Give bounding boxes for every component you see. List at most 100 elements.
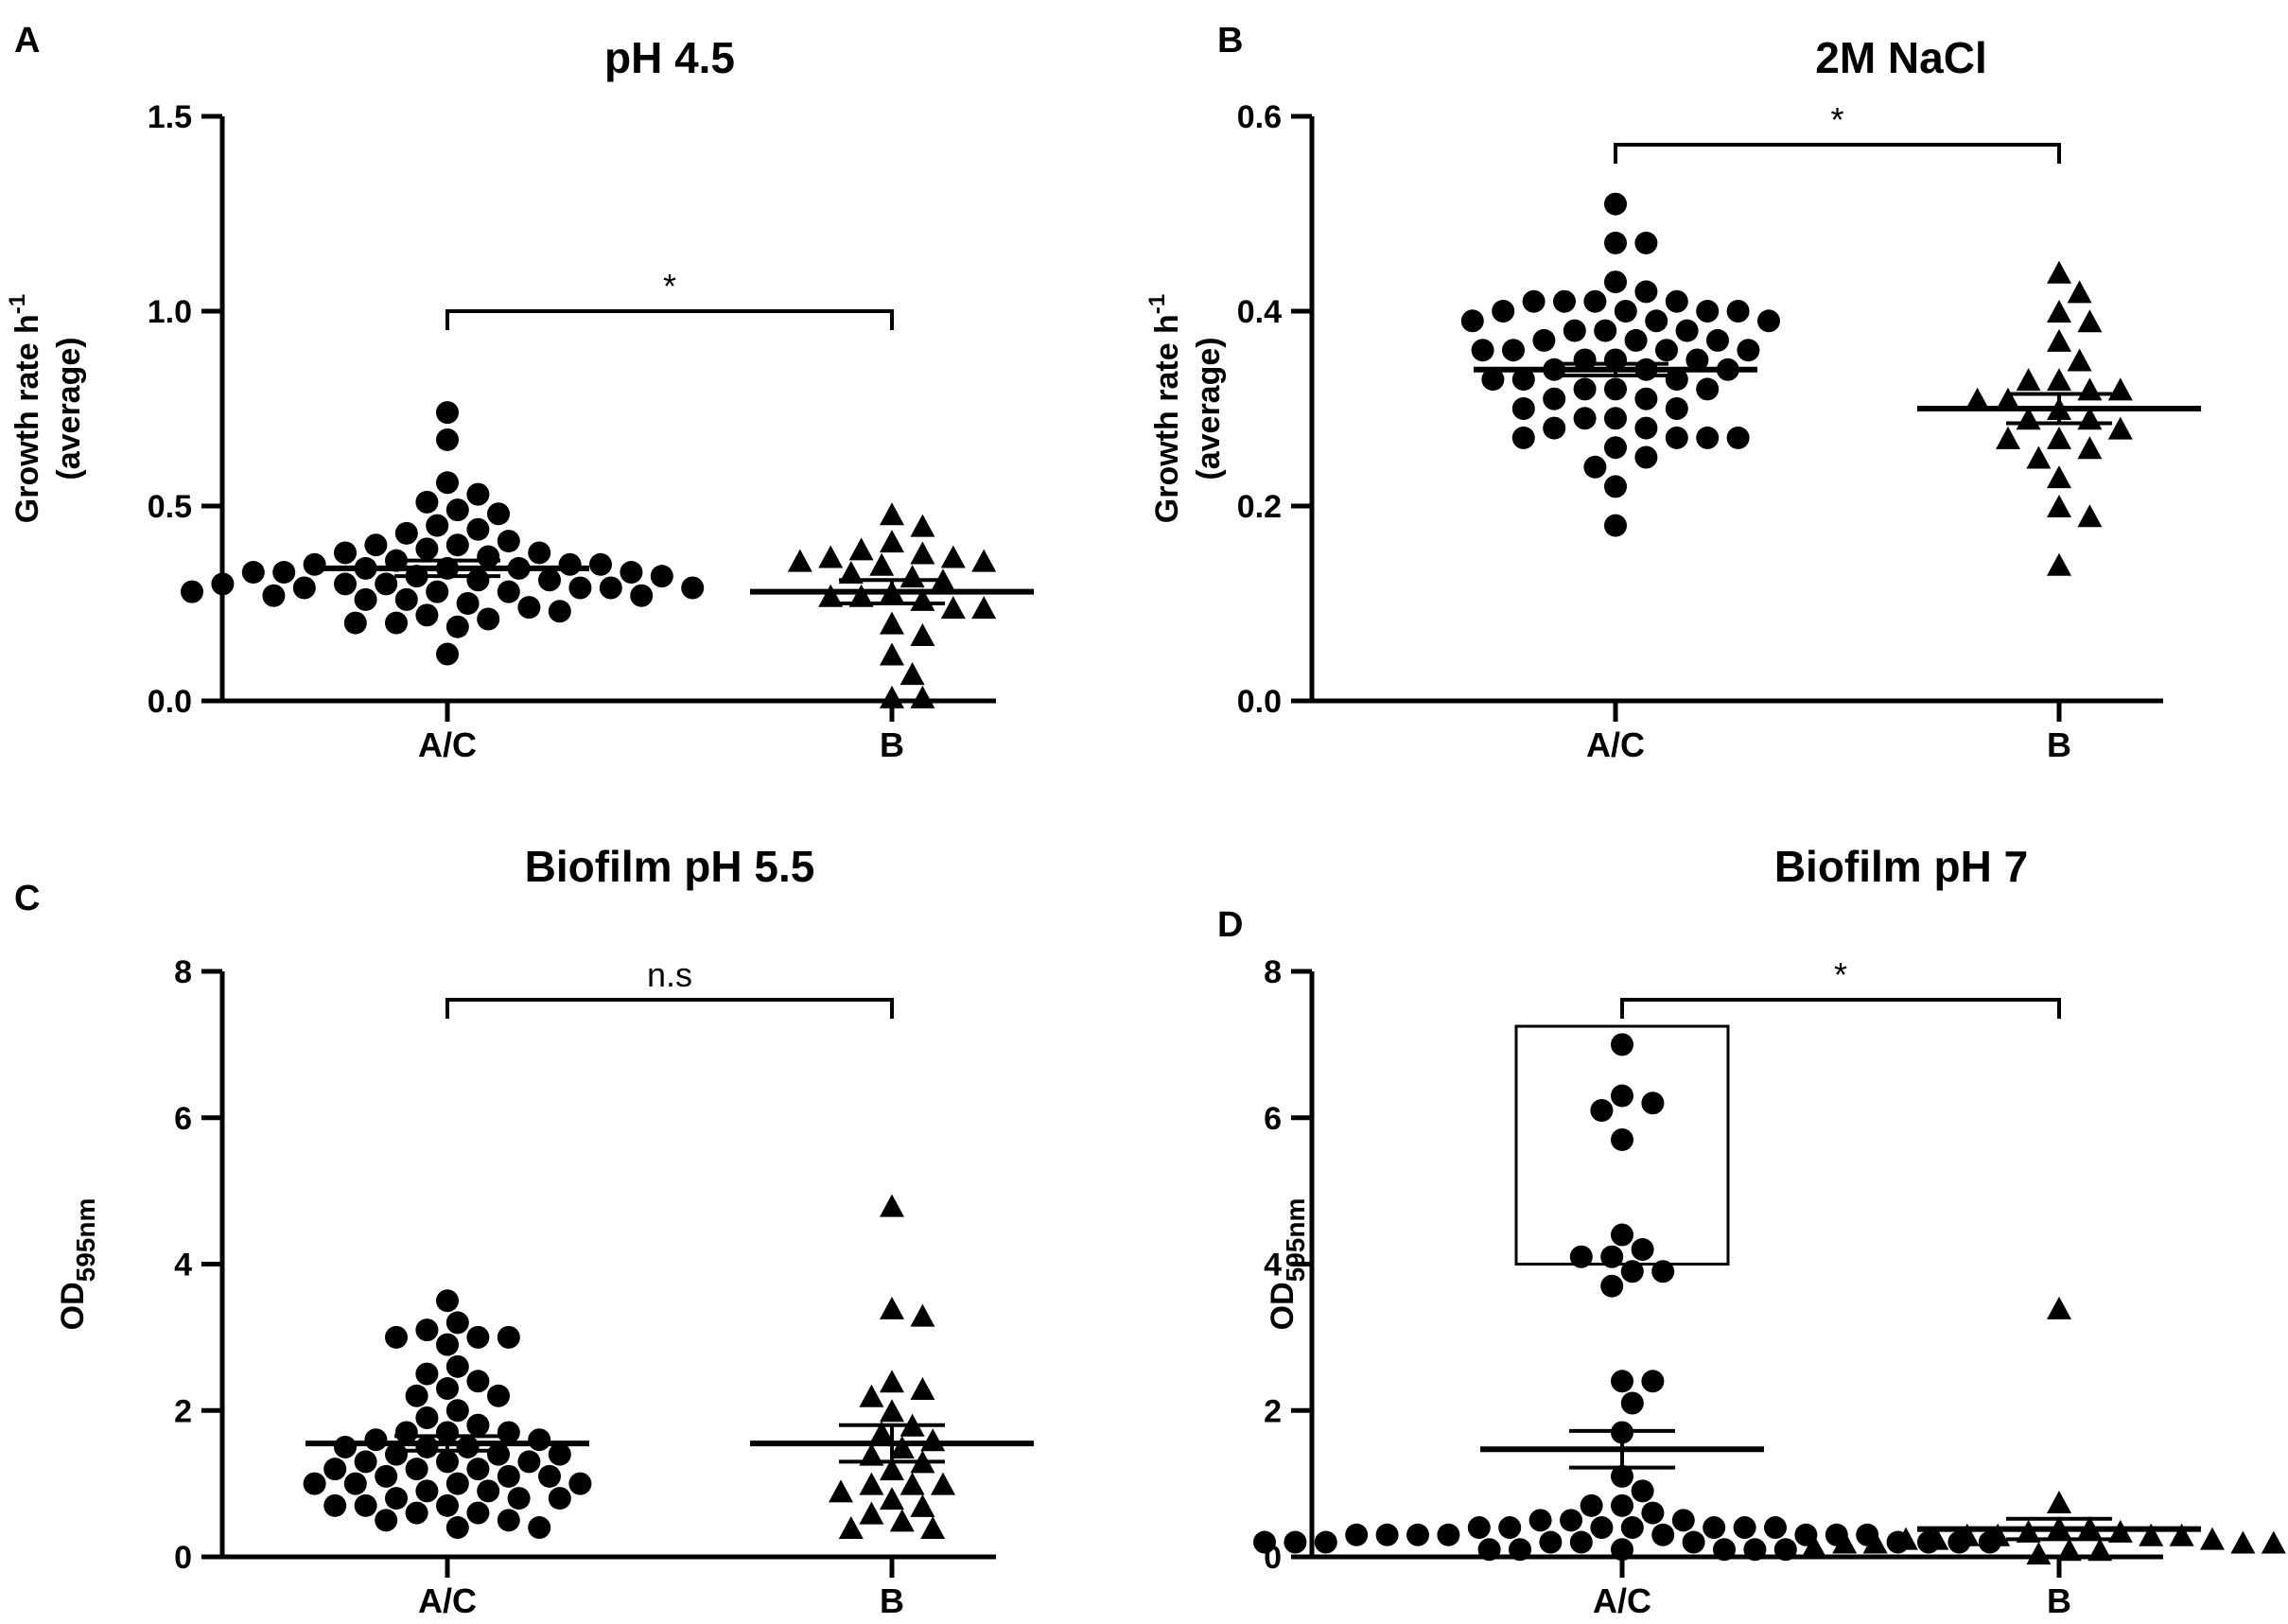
significance-label: * xyxy=(1830,100,1843,139)
data-point-AC xyxy=(466,1370,490,1393)
data-point-B xyxy=(931,1472,955,1495)
data-point-AC xyxy=(1773,1538,1797,1562)
data-point-AC xyxy=(466,482,490,506)
data-point-B xyxy=(1801,1534,1826,1558)
data-point-B xyxy=(2077,377,2103,401)
data-point-B xyxy=(2077,309,2103,333)
data-point-AC xyxy=(1685,348,1709,372)
data-point-B xyxy=(880,1296,904,1319)
data-point-B xyxy=(2047,260,2071,284)
data-point-B xyxy=(848,537,874,561)
data-point-AC xyxy=(466,1325,490,1349)
data-point-AC xyxy=(1481,368,1505,392)
x-category-label: A/C xyxy=(418,725,477,764)
x-category-label: B xyxy=(880,725,904,764)
y-tick-label: 1.5 xyxy=(148,99,192,135)
data-point-AC xyxy=(385,611,408,635)
data-point-AC xyxy=(334,572,357,596)
y-tick-label: 8 xyxy=(174,954,192,990)
data-point-AC xyxy=(1511,426,1535,449)
data-point-AC xyxy=(1553,289,1576,313)
data-point-AC xyxy=(1764,1516,1787,1540)
data-point-B xyxy=(2087,1538,2113,1562)
data-point-B xyxy=(880,1194,904,1217)
data-point-AC xyxy=(415,1406,439,1429)
data-point-AC xyxy=(1634,445,1658,469)
data-point-AC xyxy=(1665,426,1688,449)
data-point-B xyxy=(2107,416,2133,440)
data-point-AC xyxy=(334,541,357,565)
data-point-AC xyxy=(445,615,469,638)
data-point-AC xyxy=(1631,1238,1654,1262)
data-point-B xyxy=(880,1399,904,1423)
data-point-AC xyxy=(1569,1245,1593,1268)
data-point-B xyxy=(880,1487,904,1510)
data-point-B xyxy=(2047,1490,2071,1513)
y-axis-label: Growth rate h-1 xyxy=(1144,294,1185,523)
data-point-AC xyxy=(1573,407,1597,430)
data-point-AC xyxy=(456,592,480,615)
data-point-AC xyxy=(415,1479,439,1503)
data-point-AC xyxy=(375,1509,398,1532)
data-point-AC xyxy=(323,1493,347,1517)
data-point-B xyxy=(880,611,904,635)
data-point-AC xyxy=(272,561,296,585)
data-point-AC xyxy=(1655,339,1678,362)
data-point-B xyxy=(880,685,904,708)
data-point-B xyxy=(899,565,925,588)
data-point-B xyxy=(889,1509,915,1532)
data-point-AC xyxy=(466,1413,490,1437)
data-point-AC xyxy=(1590,1099,1614,1123)
data-point-B xyxy=(910,541,935,565)
data-point-AC xyxy=(1611,1084,1633,1108)
data-point-B xyxy=(859,1384,884,1407)
data-point-AC xyxy=(630,584,654,607)
data-point-AC xyxy=(466,568,490,592)
data-point-B xyxy=(910,514,935,537)
chart-title: 2M NaCl xyxy=(1815,33,1986,82)
data-point-AC xyxy=(405,1458,428,1481)
data-point-B xyxy=(971,596,997,620)
data-point-AC xyxy=(375,1464,398,1488)
data-point-AC xyxy=(1611,1033,1633,1056)
data-point-B xyxy=(2047,368,2071,392)
y-axis-label: Growth rate h-1 xyxy=(5,294,45,523)
data-point-AC xyxy=(354,587,377,611)
data-point-AC xyxy=(1611,1493,1633,1517)
data-point-B xyxy=(2047,552,2071,576)
data-point-AC xyxy=(385,1487,408,1510)
data-point-AC xyxy=(1583,289,1607,313)
data-point-AC xyxy=(436,1377,459,1401)
data-point-AC xyxy=(343,611,367,635)
data-point-AC xyxy=(1696,426,1720,449)
data-point-AC xyxy=(477,545,500,568)
data-point-AC xyxy=(436,642,459,666)
data-point-AC xyxy=(681,576,705,600)
data-point-B xyxy=(971,549,997,572)
data-point-AC xyxy=(599,576,622,600)
data-point-AC xyxy=(415,603,439,627)
data-point-AC xyxy=(507,1487,531,1510)
data-point-AC xyxy=(415,1435,439,1458)
data-point-AC xyxy=(1604,514,1627,537)
data-point-AC xyxy=(436,401,459,425)
data-point-B xyxy=(920,1428,946,1452)
data-point-AC xyxy=(1634,280,1658,304)
data-point-AC xyxy=(1611,1127,1633,1151)
data-point-AC xyxy=(334,1435,357,1458)
y-axis-label-main: Growth rate h xyxy=(1149,314,1185,523)
data-point-AC xyxy=(415,1362,439,1386)
data-point-AC xyxy=(1703,1516,1726,1540)
x-category-label: A/C xyxy=(1593,1581,1651,1620)
data-point-B xyxy=(859,1501,884,1525)
data-point-AC xyxy=(1563,319,1586,342)
y-axis-label: OD595nm xyxy=(55,1198,100,1331)
data-point-AC xyxy=(1600,1274,1624,1298)
data-point-AC xyxy=(1682,1530,1705,1554)
data-point-AC xyxy=(1624,328,1648,352)
y-tick-label: 2 xyxy=(1264,1393,1282,1429)
data-point-B xyxy=(818,545,844,568)
